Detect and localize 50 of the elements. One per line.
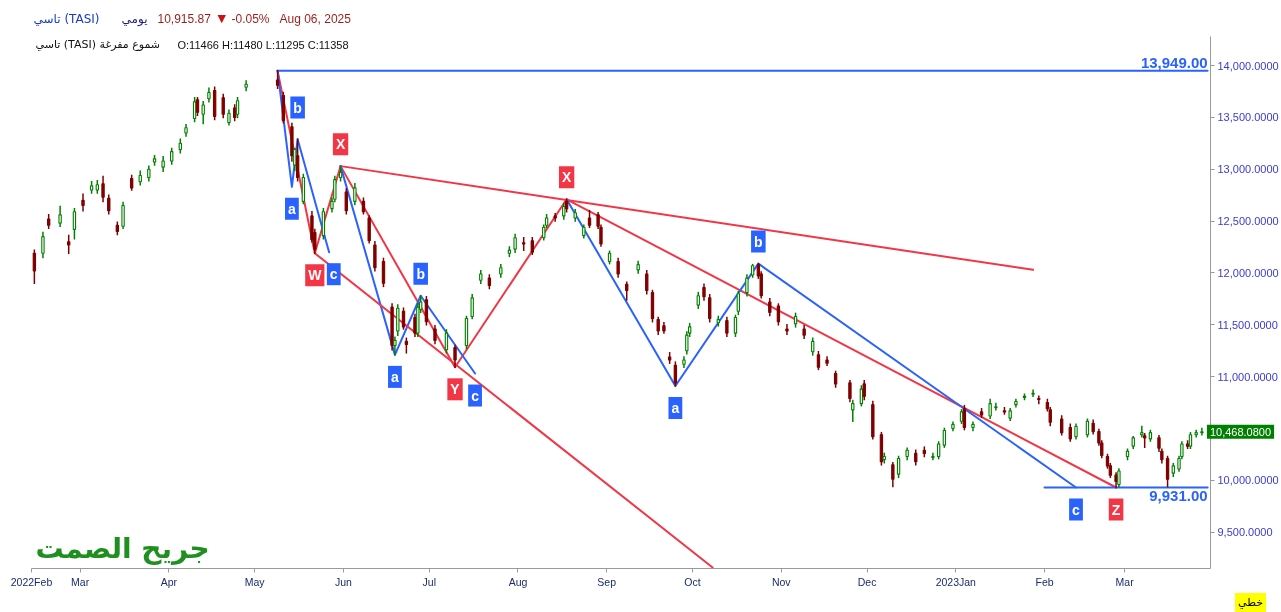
y-tick-label: 11,500.0000	[1217, 318, 1278, 331]
y-tick-label: 13,500.0000	[1217, 111, 1279, 124]
x-tick-label: 2022Feb	[10, 575, 53, 588]
data-label: a	[671, 399, 680, 416]
data-label: W	[308, 267, 323, 284]
data-label: c	[471, 387, 480, 404]
data-label: Z	[1111, 501, 1121, 518]
annotation: O:11466 H:11480 L:11295 C:11358	[177, 38, 349, 51]
x-tick-label: 2023Jan	[935, 575, 977, 588]
x-tick-label: May	[244, 575, 266, 588]
data-label: X	[335, 136, 346, 153]
data-label: 9,931.00	[1149, 486, 1208, 504]
annotation: جريح الصمت	[35, 532, 210, 565]
text: Aug 06, 2025	[279, 11, 352, 26]
text: ▼	[217, 12, 227, 25]
y-tick-label: 9,500.0000	[1217, 526, 1273, 539]
x-tick-label: Sep	[597, 575, 617, 588]
text: 10,915.87	[157, 12, 212, 26]
data-label: b	[416, 265, 425, 282]
x-tick-label: Jul	[422, 575, 436, 588]
x-tick-label: Dec	[857, 575, 877, 588]
data-label: c	[1072, 501, 1081, 518]
y-tick-label: 13,000.0000	[1217, 163, 1279, 176]
x-tick-label: Feb	[1035, 575, 1054, 588]
data-label: b	[293, 99, 302, 116]
y-tick-label: 12,000.0000	[1217, 266, 1279, 279]
text: يومي	[121, 11, 148, 27]
x-tick-label: Jun	[334, 575, 353, 588]
data-label: X	[561, 169, 572, 186]
chart-subtitle: تاسي (TASI) شموع مفرغة	[35, 38, 161, 51]
y-tick-label: 10,000.0000	[1217, 474, 1279, 487]
x-tick-label: Aug	[508, 575, 528, 588]
text: -0.05%	[231, 11, 270, 26]
x-tick-label: Nov	[771, 575, 792, 588]
annotation: 10,468.0800	[1209, 425, 1272, 438]
x-tick-label: Mar	[1115, 575, 1135, 588]
y-tick-label: 12,500.0000	[1217, 215, 1279, 228]
x-tick-label: Apr	[160, 575, 178, 588]
chart-title: تاسي (TASI)	[33, 11, 100, 26]
data-label: 13,949.00	[1140, 53, 1208, 71]
data-label: c	[329, 266, 338, 283]
data-label: Y	[450, 381, 461, 398]
data-label: b	[754, 233, 763, 250]
data-label: a	[288, 200, 297, 217]
data-label: a	[391, 368, 400, 385]
y-tick-label: 11,000.0000	[1217, 370, 1278, 383]
y-tick-label: 14,000.0000	[1217, 59, 1279, 72]
text: خطي	[1238, 596, 1263, 609]
x-tick-label: Mar	[71, 575, 90, 588]
x-tick-label: Oct	[684, 575, 701, 588]
